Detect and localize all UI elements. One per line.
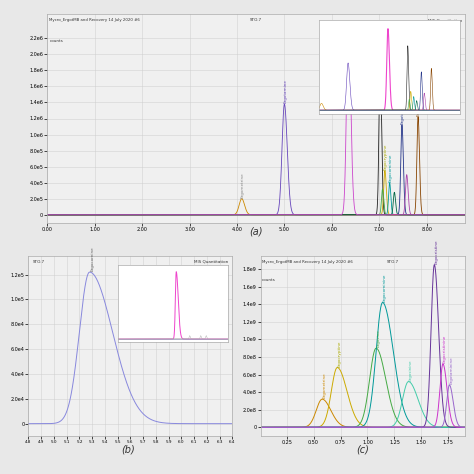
Text: STO.7: STO.7 <box>387 260 399 264</box>
Text: Ergocristine: Ergocristine <box>435 239 438 264</box>
Text: Ergometrine: Ergometrine <box>241 173 245 198</box>
Text: Ergocryptine: Ergocryptine <box>384 144 388 170</box>
Text: Ergocryptine: Ergocryptine <box>337 340 341 367</box>
Text: (b): (b) <box>121 445 135 455</box>
Text: Ergocorninine: Ergocorninine <box>383 273 387 301</box>
Text: Ergosine: Ergosine <box>376 329 380 347</box>
Text: MIS Quantitation: MIS Quantitation <box>428 18 463 22</box>
Text: counts: counts <box>262 278 275 282</box>
Text: Ergocristine: Ergocristine <box>379 39 383 63</box>
Text: MIS Quantitation: MIS Quantitation <box>194 260 228 264</box>
Text: (a): (a) <box>249 227 263 237</box>
Text: Ergotamine: Ergotamine <box>283 79 287 103</box>
Text: Mycro_ErgotMB and Recovery 14 July 2020 #6: Mycro_ErgotMB and Recovery 14 July 2020 … <box>49 18 140 22</box>
Text: Ergosinine: Ergosinine <box>409 359 412 381</box>
Text: Ergometrine: Ergometrine <box>322 373 326 398</box>
Text: (c): (c) <box>356 445 369 455</box>
Text: counts: counts <box>49 39 63 43</box>
Text: Ergotaminine: Ergotaminine <box>449 356 454 384</box>
Text: Ergocristinine: Ergocristinine <box>417 88 421 116</box>
Text: Ergotaminine: Ergotaminine <box>401 97 405 124</box>
Text: Mycro_ErgotMB and Recovery 14 July 2020 #6: Mycro_ErgotMB and Recovery 14 July 2020 … <box>262 260 353 264</box>
Text: STO.7: STO.7 <box>33 260 45 264</box>
Text: Ergocristinine: Ergocristinine <box>443 335 447 363</box>
Text: STO.7: STO.7 <box>250 18 262 22</box>
Text: Ergocorninine: Ergocorninine <box>389 154 392 182</box>
Text: Ergocornine: Ergocornine <box>90 246 94 271</box>
